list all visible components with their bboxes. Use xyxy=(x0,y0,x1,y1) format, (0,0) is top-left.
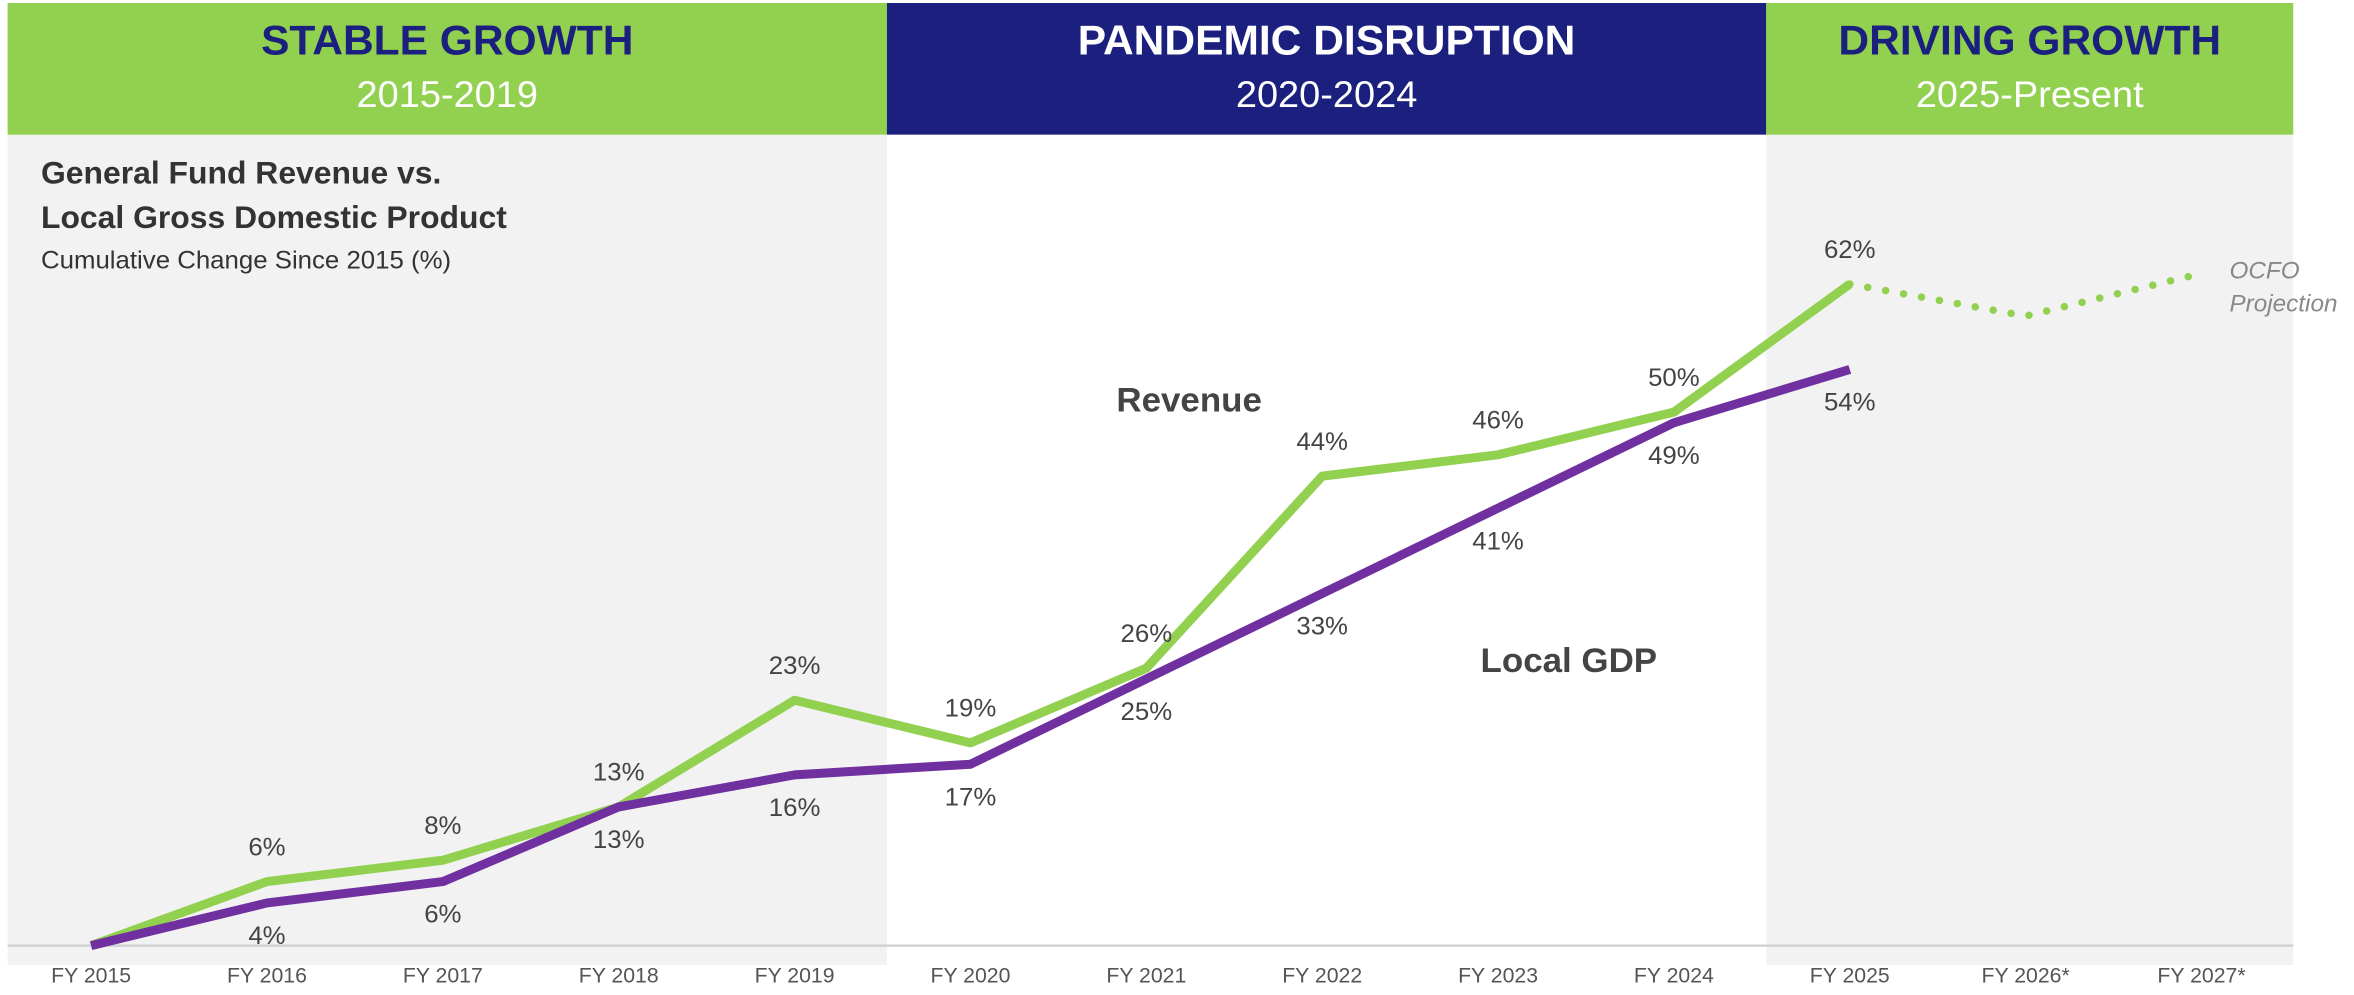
era-header xyxy=(1766,2,2294,135)
era-title: DRIVING GROWTH xyxy=(1838,17,2221,64)
data-label: 6% xyxy=(424,901,461,929)
series-line xyxy=(90,365,1852,950)
x-tick-label: FY 2020 xyxy=(930,965,1010,988)
era-subtitle: 2015-2019 xyxy=(357,73,538,115)
data-label: 44% xyxy=(1296,428,1348,456)
data-label: 33% xyxy=(1296,613,1348,641)
data-label: 50% xyxy=(1648,364,1700,392)
data-label: 23% xyxy=(769,652,821,680)
data-label: 6% xyxy=(248,834,285,862)
series-label: Local GDP xyxy=(1481,642,1658,680)
data-label: 41% xyxy=(1472,527,1524,555)
x-tick-label: FY 2016 xyxy=(227,965,307,988)
era-subtitle: 2020-2024 xyxy=(1236,73,1417,115)
data-label: 25% xyxy=(1120,698,1172,726)
series-label: Revenue xyxy=(1116,382,1262,420)
era-title: PANDEMIC DISRUPTION xyxy=(1078,17,1576,64)
data-label: 46% xyxy=(1472,407,1524,435)
data-label: 13% xyxy=(593,826,645,854)
data-label: 16% xyxy=(769,794,821,822)
data-label: 4% xyxy=(248,922,285,950)
series-line xyxy=(1845,269,2206,320)
x-tick-label: FY 2027* xyxy=(2157,965,2245,988)
x-tick-label: FY 2024 xyxy=(1634,965,1714,988)
era-panel xyxy=(7,134,887,966)
x-tick-label: FY 2015 xyxy=(51,965,131,988)
x-tick-label: FY 2026* xyxy=(1982,965,2070,988)
data-label: 19% xyxy=(945,695,997,723)
data-label: 54% xyxy=(1824,389,1876,417)
data-label: 62% xyxy=(1824,236,1876,264)
x-tick-label: FY 2022 xyxy=(1282,965,1362,988)
data-label: 26% xyxy=(1120,620,1172,648)
chart-subtitle: Cumulative Change Since 2015 (%) xyxy=(41,247,451,275)
x-tick-label: FY 2023 xyxy=(1458,965,1538,988)
chart-title: Local Gross Domestic Product xyxy=(41,199,507,235)
x-tick-label: FY 2021 xyxy=(1106,965,1186,988)
annotation: Projection xyxy=(2229,291,2337,318)
x-tick-label: FY 2018 xyxy=(579,965,659,988)
data-label: 17% xyxy=(945,784,997,812)
era-panel xyxy=(1766,134,2294,966)
chart-title: General Fund Revenue vs. xyxy=(41,155,441,191)
annotation: OCFO xyxy=(2229,258,2299,285)
era-subtitle: 2025-Present xyxy=(1916,73,2144,115)
data-label: 8% xyxy=(424,812,461,840)
x-tick-label: FY 2019 xyxy=(755,965,835,988)
data-label: 49% xyxy=(1648,442,1700,470)
x-tick-label: FY 2025 xyxy=(1810,965,1890,988)
era-header xyxy=(886,2,1767,135)
data-label: 13% xyxy=(593,759,645,787)
era-header xyxy=(7,2,887,135)
x-tick-label: FY 2017 xyxy=(403,965,483,988)
series-line xyxy=(89,280,1853,950)
era-title: STABLE GROWTH xyxy=(261,17,633,64)
